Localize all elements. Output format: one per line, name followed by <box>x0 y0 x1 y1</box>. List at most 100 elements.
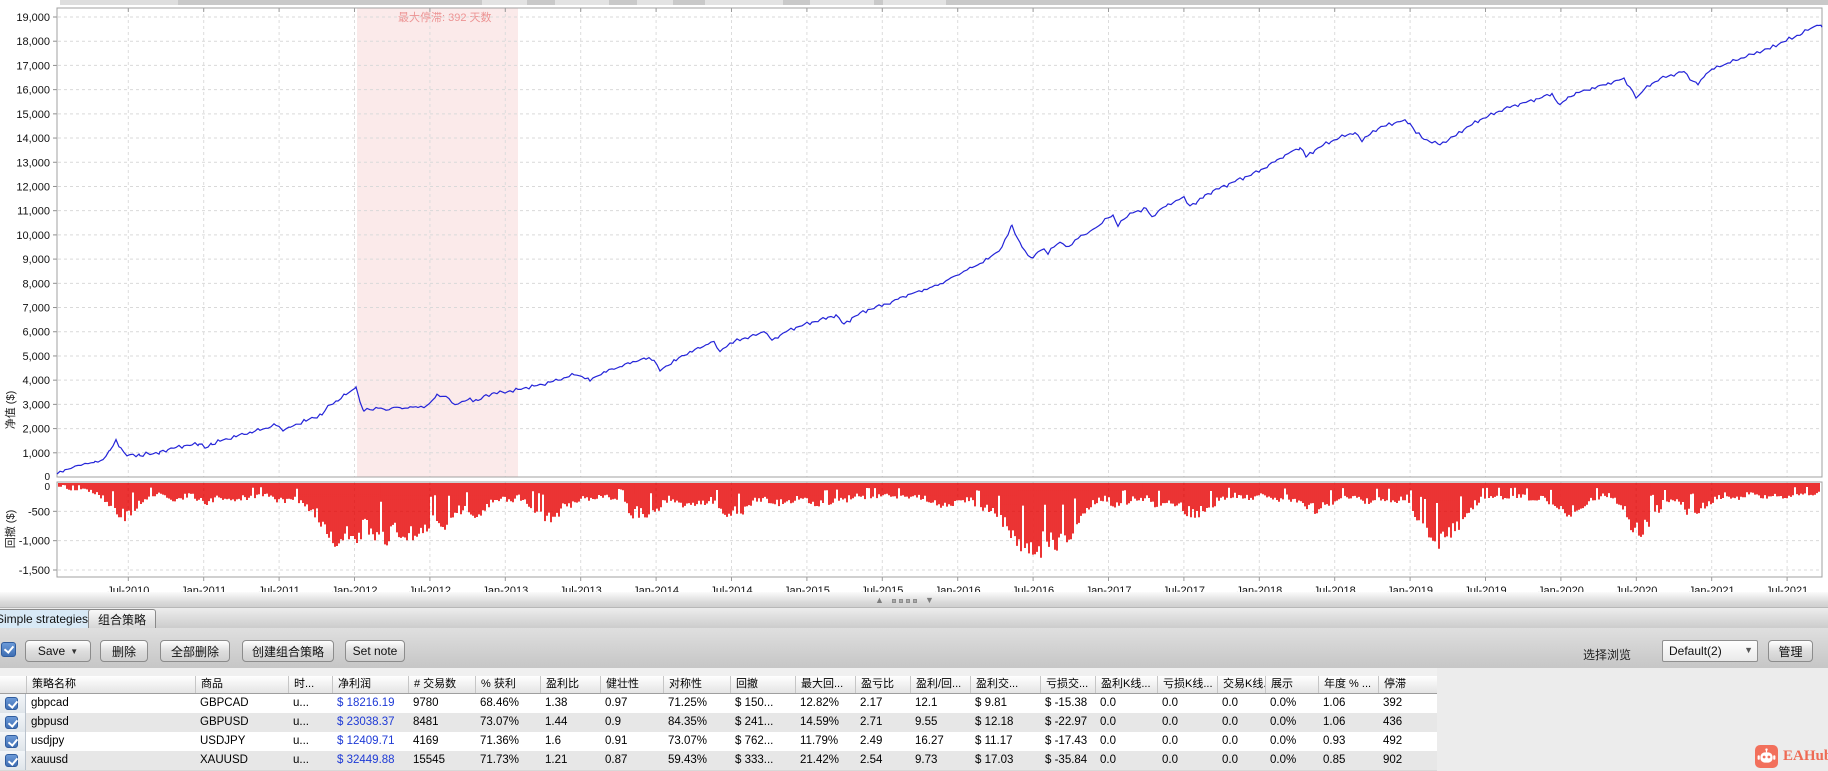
splitter-grip-dot[interactable] <box>892 599 896 603</box>
column-header[interactable]: 对称性 <box>663 676 730 693</box>
table-cell: 8481 <box>413 716 439 728</box>
table-cell: 1.06 <box>1323 716 1346 728</box>
chart-panel: 最大停滞: 392 天数 19,000 18,000 17,000 16,000 15,0… <box>0 5 1828 597</box>
tab-simple-strategies[interactable]: Simple strategies <box>0 609 99 628</box>
create-portfolio-button[interactable]: 创建组合策略 <box>242 640 334 662</box>
table-cell: 2.17 <box>860 697 883 709</box>
table-cell: 12.1 <box>915 697 938 709</box>
column-header[interactable]: 盈亏比 <box>855 676 910 693</box>
table-cell: u... <box>293 716 309 728</box>
x-axis-tick-label: Jan-2021 <box>1689 585 1735 592</box>
row-checkbox[interactable] <box>5 697 18 710</box>
column-header[interactable]: # 交易数 <box>408 676 475 693</box>
save-button-label: Save <box>37 644 66 658</box>
stagnation-band <box>357 8 518 477</box>
strategy-name-cell: gbpusd <box>31 716 69 728</box>
equity-y-tick-label: 10,000 <box>16 230 50 242</box>
column-header[interactable]: 回撤 <box>730 676 795 693</box>
table-cell: 0.91 <box>605 735 628 747</box>
x-axis-tick-label: Jul-2013 <box>560 585 602 592</box>
table-cell: 392 <box>1383 697 1403 709</box>
column-header[interactable]: 年度 % ... <box>1318 676 1378 693</box>
save-button[interactable]: Save ▼ <box>25 640 91 662</box>
browse-select-label: 选择浏览 <box>1583 648 1632 662</box>
table-cell: $ 32449.88 <box>337 754 395 766</box>
table-cell: $ -22.97 <box>1045 716 1088 728</box>
table-row[interactable]: xauusd XAUUSD u... $ 32449.88 15545 71.73% 1.2… <box>0 751 1437 770</box>
set-note-button[interactable]: Set note <box>345 640 405 662</box>
table-cell: $ 150... <box>735 697 774 709</box>
databank-selector[interactable]: Default(2) ▼ <box>1662 640 1758 662</box>
column-header[interactable]: 展示 <box>1265 676 1318 693</box>
eahub-logo-icon <box>1755 745 1778 768</box>
column-header[interactable]: 策略名称 <box>26 676 195 693</box>
splitter-grip-dot[interactable] <box>906 599 910 603</box>
equity-drawdown-chart: 最大停滞: 392 天数19,00018,00017,00016,00015,0… <box>3 7 1823 597</box>
table-cell: 9780 <box>413 697 439 709</box>
table-cell: 0.0 <box>1100 735 1116 747</box>
row-checkbox[interactable] <box>5 754 18 767</box>
tab-portfolio-strategies[interactable]: 组合策略 <box>88 609 157 628</box>
column-header[interactable]: 盈利K线... <box>1095 676 1157 693</box>
equity-y-tick-label: 13,000 <box>16 157 50 169</box>
row-checkbox-cell <box>0 751 26 770</box>
table-row[interactable]: usdjpy USDJPY u... $ 12409.71 4169 71.36% 1.6 0… <box>0 732 1437 751</box>
table-cell: 0.0 <box>1222 716 1238 728</box>
column-header[interactable]: 盈利交... <box>970 676 1040 693</box>
splitter-grip-dot[interactable] <box>913 599 917 603</box>
column-header[interactable]: 最大回... <box>795 676 855 693</box>
column-header[interactable]: 盈利比 <box>540 676 600 693</box>
equity-y-tick-label: 14,000 <box>16 133 50 145</box>
equity-y-tick-label: 15,000 <box>16 109 50 121</box>
top-strip-segment <box>60 0 178 5</box>
top-strip-segment <box>637 0 673 5</box>
table-cell: 0.85 <box>1323 754 1346 766</box>
table-cell: $ 12.18 <box>975 716 1014 728</box>
equity-y-tick-label: 16,000 <box>16 85 50 97</box>
manage-button[interactable]: 管理 <box>1768 640 1813 662</box>
x-axis-tick-label: Jan-2016 <box>935 585 981 592</box>
table-row[interactable]: gbpusd GBPUSD u... $ 23038.37 8481 73.07% 1.44… <box>0 713 1437 732</box>
table-cell: $ -15.38 <box>1045 697 1088 709</box>
table-cell: $ 12409.71 <box>337 735 395 747</box>
panel-splitter[interactable]: ▲ ▼ <box>0 592 1828 608</box>
row-checkbox-cell <box>0 732 26 751</box>
column-header[interactable]: 交易K线... <box>1217 676 1265 693</box>
table-cell: 0.0% <box>1270 754 1297 766</box>
row-checkbox[interactable] <box>5 735 18 748</box>
table-cell: 0.0 <box>1100 754 1116 766</box>
table-cell: $ 241... <box>735 716 774 728</box>
table-cell: 0.0% <box>1270 697 1297 709</box>
column-header[interactable]: 亏损交... <box>1040 676 1095 693</box>
table-cell: $ 762... <box>735 735 774 747</box>
row-checkbox[interactable] <box>5 716 18 729</box>
drawdown-zero-label: 0 <box>44 482 50 493</box>
splitter-grip-dot[interactable] <box>899 599 903 603</box>
top-strip-segment <box>810 0 874 5</box>
x-axis-tick-label: Jul-2011 <box>258 585 299 592</box>
column-header[interactable]: 商品 <box>195 676 288 693</box>
table-cell: 1.38 <box>545 697 568 709</box>
x-axis-tick-label: Jan-2017 <box>1086 585 1132 592</box>
drawdown-y-tick-label: -500 <box>28 506 50 518</box>
column-header[interactable]: 盈利/回... <box>910 676 970 693</box>
equity-y-tick-label: 8,000 <box>22 278 50 290</box>
delete-button[interactable]: 删除 <box>100 640 148 662</box>
column-header[interactable]: 时... <box>288 676 332 693</box>
column-header[interactable]: 亏损K线... <box>1157 676 1217 693</box>
table-cell: $ 17.03 <box>975 754 1014 766</box>
splitter-down-icon[interactable]: ▼ <box>925 595 934 605</box>
column-header[interactable]: % 获利 <box>475 676 540 693</box>
table-cell: $ 18216.19 <box>337 697 395 709</box>
select-all-checkbox[interactable] <box>1 642 16 657</box>
table-row[interactable]: gbpcad GBPCAD u... $ 18216.19 9780 68.46% 1.38… <box>0 694 1437 713</box>
databank-selector-arrow-icon: ▼ <box>1744 645 1753 655</box>
column-header[interactable]: 健壮性 <box>600 676 663 693</box>
equity-y-tick-label: 7,000 <box>22 303 50 315</box>
column-header[interactable]: 停滞 <box>1378 676 1437 693</box>
table-cell: 73.07% <box>480 716 520 728</box>
delete-all-button[interactable]: 全部删除 <box>160 640 230 662</box>
splitter-up-icon[interactable]: ▲ <box>875 595 884 605</box>
column-header[interactable]: 净利润 <box>332 676 408 693</box>
